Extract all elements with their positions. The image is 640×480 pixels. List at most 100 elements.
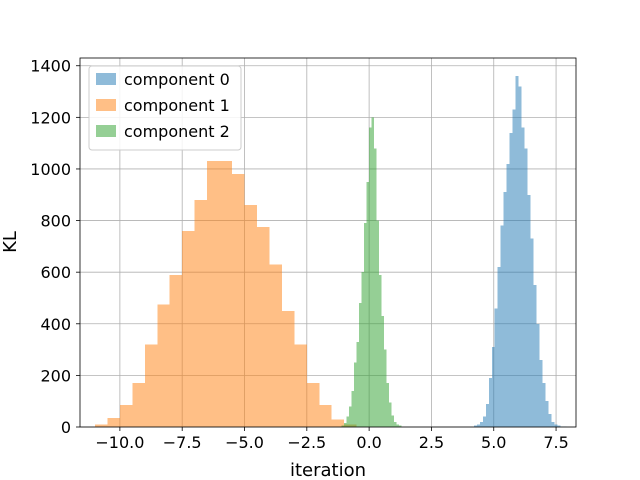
- histogram-bar: [219, 161, 233, 427]
- y-tick-label: 400: [40, 315, 71, 334]
- legend: component 0 component 1 component 2: [88, 65, 242, 151]
- histogram-bars: [94, 76, 567, 428]
- histogram-bar: [506, 163, 510, 428]
- y-tick-label: 1000: [30, 160, 71, 179]
- histogram-bar: [359, 303, 362, 427]
- histogram-bar: [391, 415, 395, 427]
- histogram-bar: [331, 419, 345, 427]
- y-tick-label: 200: [40, 366, 71, 385]
- histogram-bar: [364, 223, 367, 427]
- histogram-bar: [488, 377, 492, 427]
- histogram-bar: [132, 383, 145, 427]
- y-axis-label: KL: [0, 231, 21, 253]
- y-tick-label: 600: [40, 263, 71, 282]
- histogram-bar: [548, 414, 552, 427]
- histogram-bar: [384, 349, 387, 427]
- histogram-bar: [341, 425, 345, 427]
- histogram-bar: [371, 117, 375, 428]
- histogram-bar: [473, 425, 477, 427]
- x-axis-ticks: −10.0 −7.5 −5.0 −2.5 0.0 2.5 5.0 7.5: [95, 427, 569, 452]
- histogram-bar: [306, 383, 320, 427]
- histogram-bar: [389, 402, 392, 427]
- y-tick-label: 0: [61, 418, 71, 437]
- histogram-bar: [369, 127, 372, 427]
- histogram-bar: [294, 344, 307, 427]
- histogram-bar: [533, 285, 537, 427]
- histogram-bar: [494, 308, 498, 427]
- histogram-bar: [491, 347, 495, 427]
- histogram-bar: [379, 274, 382, 427]
- y-tick-label: 800: [40, 212, 71, 231]
- histogram-bar: [536, 323, 540, 427]
- histogram-bar: [119, 405, 133, 427]
- histogram-bar: [527, 194, 531, 427]
- histogram-bar: [144, 344, 158, 427]
- histogram-bar: [376, 220, 380, 427]
- series-2-bars: [341, 117, 402, 428]
- x-tick-label: 2.5: [419, 433, 444, 452]
- histogram-bar: [530, 238, 534, 427]
- histogram-bar: [256, 227, 270, 427]
- x-axis-label: iteration: [290, 460, 366, 480]
- histogram-bar: [500, 225, 504, 427]
- histogram-bar: [269, 264, 282, 427]
- histogram-bar: [361, 272, 365, 427]
- histogram-bar: [551, 421, 555, 427]
- histogram-bar: [521, 127, 525, 427]
- histogram-bar: [545, 401, 549, 427]
- histogram-bar: [518, 86, 522, 427]
- histogram-bar: [349, 406, 352, 427]
- histogram-bar: [479, 421, 483, 427]
- histogram-bar: [281, 310, 295, 427]
- legend-box: [88, 65, 242, 151]
- histogram-bar: [386, 383, 390, 427]
- legend-swatch: [96, 125, 116, 137]
- histogram-bar: [539, 359, 543, 427]
- histogram-bar: [524, 148, 528, 427]
- series-0-bars: [473, 76, 567, 428]
- x-tick-label: −7.5: [163, 433, 202, 452]
- x-tick-label: −2.5: [287, 433, 326, 452]
- histogram-bar: [182, 230, 195, 427]
- x-tick-label: 7.5: [543, 433, 568, 452]
- y-tick-label: 1200: [30, 108, 71, 127]
- histogram-bar: [557, 425, 561, 427]
- histogram-bar: [512, 109, 516, 427]
- histogram-bar: [482, 416, 486, 427]
- legend-swatch: [96, 73, 116, 85]
- histogram-bar: [169, 274, 183, 427]
- histogram-bar: [542, 383, 546, 427]
- histogram-bar: [351, 390, 355, 427]
- legend-label: component 1: [124, 96, 230, 115]
- histogram-bar: [497, 267, 501, 427]
- y-tick-label: 1400: [30, 57, 71, 76]
- histogram-bar: [374, 148, 377, 427]
- histogram-bar: [399, 425, 402, 427]
- x-tick-label: −5.0: [225, 433, 264, 452]
- histogram-bar: [509, 132, 513, 428]
- histogram-bar: [503, 192, 507, 427]
- x-tick-label: 0.0: [356, 433, 381, 452]
- histogram-bar: [396, 424, 400, 427]
- histogram-bar: [346, 416, 350, 427]
- histogram-bar: [94, 424, 108, 427]
- series-1-bars: [94, 161, 357, 427]
- histogram-bar: [554, 424, 558, 427]
- histogram-bar: [244, 205, 257, 427]
- x-tick-label: 5.0: [481, 433, 506, 452]
- histogram-bar: [394, 421, 397, 427]
- histogram-bar: [356, 341, 360, 427]
- histogram-bar: [194, 199, 208, 427]
- histogram-bar: [485, 403, 489, 427]
- x-tick-label: −10.0: [95, 433, 144, 452]
- histogram-bar: [366, 181, 370, 427]
- histogram-bar: [207, 161, 220, 427]
- histogram-bar: [232, 174, 245, 427]
- histogram-bar: [157, 304, 170, 427]
- histogram-bar: [476, 424, 480, 427]
- legend-label: component 2: [124, 122, 230, 141]
- plot-frame: [79, 57, 577, 428]
- histogram-bar: [354, 362, 357, 427]
- histogram-bar: [319, 405, 332, 427]
